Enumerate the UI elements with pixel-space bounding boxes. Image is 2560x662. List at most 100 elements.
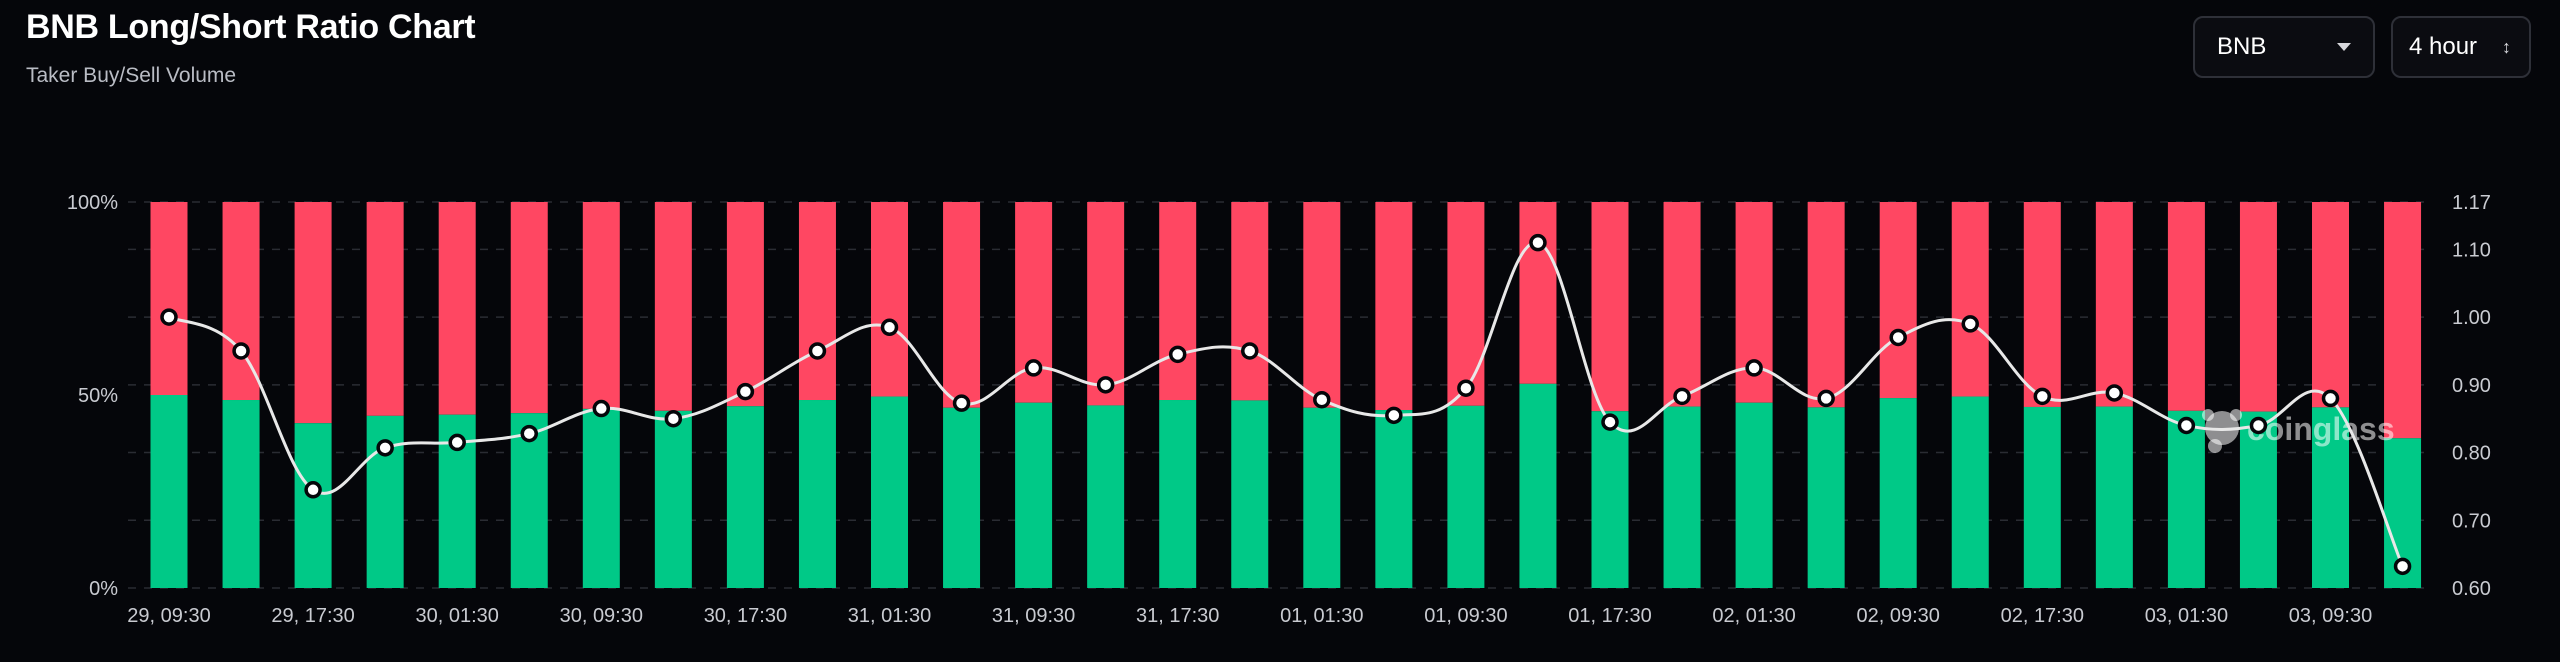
x-tick-label: 01, 17:30 <box>1568 605 1651 627</box>
ratio-point <box>304 481 322 499</box>
sell-bar <box>2384 202 2422 439</box>
sell-bar <box>1879 202 1917 399</box>
x-tick-label: 03, 09:30 <box>2289 605 2372 627</box>
ratio-point <box>1385 406 1403 425</box>
sell-bar <box>438 202 476 415</box>
sell-bar <box>222 202 260 401</box>
x-tick-label: 01, 01:30 <box>1280 605 1363 627</box>
y-right-tick-label: 1.10 <box>2452 239 2491 261</box>
buy-bar <box>1375 410 1413 588</box>
ratio-point <box>1457 379 1475 397</box>
ratio-point <box>2105 384 2124 402</box>
symbol-select-value: BNB <box>2217 33 2267 60</box>
ratio-point <box>2177 416 2196 435</box>
chevron-down-icon <box>2337 43 2351 51</box>
ratio-point <box>1313 390 1331 409</box>
sell-bar <box>2312 202 2349 408</box>
ratio-point <box>2249 416 2268 435</box>
y-right-tick-label: 1.00 <box>2452 307 2491 329</box>
sell-bar <box>1231 202 1269 401</box>
ratio-points <box>160 233 2412 576</box>
buy-bar <box>1807 407 1845 588</box>
buy-bar <box>1951 396 1989 588</box>
x-tick-label: 30, 17:30 <box>704 605 787 627</box>
ratio-point <box>376 439 394 457</box>
buy-bar <box>943 407 981 588</box>
sell-bar <box>1663 202 1701 407</box>
ratio-point <box>1024 359 1043 377</box>
ratio-point <box>1601 413 1619 431</box>
x-tick-label: 31, 09:30 <box>992 605 1075 627</box>
sell-bar <box>1303 202 1341 408</box>
buy-bar <box>582 408 620 588</box>
buy-bar <box>222 400 260 588</box>
buy-bar <box>871 396 908 588</box>
ratio-point <box>1168 345 1187 364</box>
ratio-point <box>232 342 250 360</box>
x-axis: 29, 09:30 29, 17:30 30, 01:30 30, 09:30 30, … <box>127 605 2372 627</box>
y-right-tick-label: 1.17 <box>2452 192 2491 214</box>
buy-bar <box>1591 411 1629 588</box>
buy-bar <box>798 400 836 588</box>
ratio-point <box>160 308 178 326</box>
sell-bar <box>1447 202 1485 406</box>
sell-bar <box>654 202 692 411</box>
x-tick-label: 01, 09:30 <box>1424 605 1507 627</box>
bars <box>150 202 2422 588</box>
buy-bar <box>2023 406 2061 588</box>
x-tick-label: 30, 01:30 <box>415 605 498 627</box>
interval-select[interactable]: 4 hour ↕ <box>2391 16 2531 78</box>
ratio-point <box>1529 233 1547 252</box>
y-right-tick-label: 0.80 <box>2452 443 2491 465</box>
y-left-tick-label: 0% <box>89 578 118 600</box>
sell-bar <box>726 202 764 407</box>
sell-bar <box>871 202 908 397</box>
sell-bar <box>2239 202 2277 412</box>
ratio-point <box>2321 389 2340 408</box>
x-tick-label: 31, 01:30 <box>848 605 931 627</box>
buy-bar <box>1447 405 1485 588</box>
ratio-point <box>880 318 899 337</box>
buy-bar <box>1015 402 1053 588</box>
x-tick-label: 29, 09:30 <box>127 605 210 627</box>
coinglass-logo-icon <box>2202 409 2242 453</box>
ratio-point <box>1817 389 1835 408</box>
y-left-tick-label: 100% <box>67 192 118 214</box>
ratio-point <box>664 409 683 428</box>
sell-bar <box>366 202 404 416</box>
ratio-point <box>448 433 466 452</box>
page-subtitle: Taker Buy/Sell Volume <box>26 64 237 87</box>
buy-bar <box>654 410 692 588</box>
sell-bar <box>1087 202 1125 406</box>
buy-bar <box>1231 400 1269 588</box>
x-tick-label: 02, 17:30 <box>2001 605 2084 627</box>
ratio-point <box>1889 328 1907 347</box>
ratio-point <box>952 394 971 412</box>
sell-bar <box>943 202 981 408</box>
x-tick-label: 02, 01:30 <box>1712 605 1795 627</box>
y-right-tick-label: 0.90 <box>2452 375 2491 397</box>
symbol-select[interactable]: BNB <box>2193 16 2375 78</box>
buy-bar <box>2312 407 2349 588</box>
buy-bar <box>1519 383 1557 588</box>
buy-bar <box>1087 405 1125 588</box>
sell-bar <box>798 202 836 401</box>
buy-bar <box>2239 411 2277 588</box>
buy-bar <box>1735 402 1773 588</box>
y-axis-left: 0% 50% 100% <box>67 192 118 600</box>
page-title: BNB Long/Short Ratio Chart <box>26 8 476 46</box>
sell-bar <box>1591 202 1629 412</box>
watermark-text: coinglass <box>2247 411 2395 447</box>
buy-bar <box>2095 406 2133 588</box>
sell-bar <box>1159 202 1197 401</box>
x-tick-label: 02, 09:30 <box>1856 605 1939 627</box>
ratio-point <box>736 382 755 401</box>
x-tick-label: 30, 09:30 <box>560 605 643 627</box>
buy-bar <box>1879 398 1917 588</box>
ratio-point <box>1961 315 1979 333</box>
sell-bar <box>294 202 332 424</box>
buy-bar <box>294 423 332 588</box>
y-right-tick-label: 0.60 <box>2452 578 2491 600</box>
buy-bar <box>1303 407 1341 588</box>
